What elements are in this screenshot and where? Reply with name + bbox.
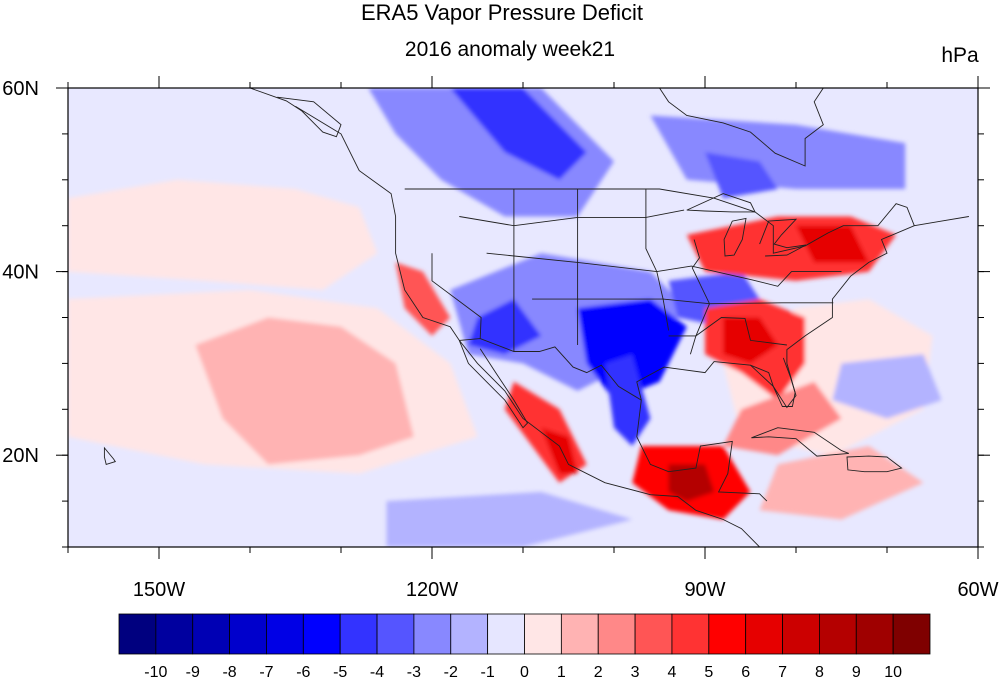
colorbar-label: -9 bbox=[186, 664, 200, 681]
units-label: hPa bbox=[941, 44, 979, 67]
colorbar-swatch bbox=[155, 613, 194, 655]
anomaly-region-npacific bbox=[68, 179, 378, 290]
colorbar-swatch bbox=[855, 613, 894, 655]
anomaly-region-pacific-high bbox=[195, 317, 414, 465]
colorbar-label: 0 bbox=[520, 664, 529, 681]
colorbar-label: -6 bbox=[296, 664, 310, 681]
lon-tick-label: 60W bbox=[957, 579, 998, 601]
colorbar-swatch bbox=[302, 613, 341, 655]
anomaly-region-caribbean-pink bbox=[759, 446, 924, 520]
colorbar-label: -4 bbox=[370, 664, 384, 681]
alaska-panhandle bbox=[249, 88, 342, 138]
lake-huron-erie bbox=[759, 218, 807, 257]
colorbar-label: 9 bbox=[852, 664, 861, 681]
lon-tick-label: 90W bbox=[684, 579, 725, 601]
colorbar-label: -7 bbox=[259, 664, 273, 681]
colorbar-label: 3 bbox=[631, 664, 640, 681]
anomaly-region-plains-core bbox=[577, 299, 687, 401]
anomaly-region-az bbox=[468, 299, 542, 355]
colorbar-label: -8 bbox=[222, 664, 236, 681]
colorbar-swatch bbox=[671, 613, 710, 655]
colorbar-swatch bbox=[560, 613, 599, 655]
colorbar-label: -1 bbox=[481, 664, 495, 681]
colorbar-label: -10 bbox=[144, 664, 167, 681]
state-line-miss bbox=[689, 239, 710, 355]
state-line-mid bbox=[486, 252, 842, 287]
colorbar-swatch bbox=[819, 613, 857, 655]
colorbar-swatch bbox=[450, 613, 489, 655]
lon-tick-label: 150W bbox=[133, 579, 185, 601]
lon-tick-label: 120W bbox=[406, 579, 458, 601]
colorbar-label: -5 bbox=[333, 664, 347, 681]
lat-tick-label: 60N bbox=[2, 78, 39, 100]
anomaly-region-tropical-east-pacific bbox=[386, 491, 633, 547]
state-line-south bbox=[532, 298, 834, 305]
state-line-north bbox=[459, 209, 685, 227]
hispaniola-outline bbox=[846, 455, 903, 473]
colorbar-swatch bbox=[487, 613, 525, 655]
anomaly-region-hudson bbox=[705, 152, 778, 199]
colorbar-label: 7 bbox=[778, 664, 787, 681]
colorbar-swatch bbox=[634, 613, 673, 655]
colorbar-label: -2 bbox=[444, 664, 458, 681]
anomaly-region-texas-strip bbox=[604, 354, 651, 446]
colorbar-label: 1 bbox=[557, 664, 566, 681]
lat-tick-label: 20N bbox=[2, 445, 39, 467]
colorbar-swatch bbox=[892, 613, 931, 655]
colorbar-label: -3 bbox=[407, 664, 421, 681]
colorbar-swatch bbox=[192, 613, 230, 655]
state-line-dixie bbox=[668, 317, 787, 346]
colorbar-swatch bbox=[524, 613, 562, 655]
colorbar-swatch bbox=[118, 613, 157, 655]
colorbar-label: 8 bbox=[815, 664, 824, 681]
colorbar-label: 10 bbox=[884, 664, 902, 681]
colorbar-label: 4 bbox=[667, 664, 676, 681]
colorbar-swatch bbox=[413, 613, 452, 655]
colorbar-swatch bbox=[782, 613, 820, 655]
coastline-baja bbox=[458, 340, 529, 429]
coastline-pacific bbox=[295, 106, 760, 547]
colorbar-swatch bbox=[597, 613, 636, 655]
colorbar-swatch bbox=[376, 613, 415, 655]
coastline-mexico-east bbox=[636, 400, 768, 502]
colorbar-swatch bbox=[745, 613, 783, 655]
state-line-ca-nv bbox=[431, 253, 482, 339]
colorbar-label: 5 bbox=[704, 664, 713, 681]
anomaly-region-atlantic-blue bbox=[832, 354, 942, 419]
border-us-mexico bbox=[459, 338, 642, 401]
anomaly-region-canada-core bbox=[450, 88, 587, 180]
anomaly-region-northeast-core bbox=[796, 225, 869, 263]
coastline-gulf bbox=[636, 216, 969, 409]
colorbar-swatch bbox=[339, 613, 378, 655]
map-subtitle: 2016 anomaly week21 bbox=[404, 38, 616, 61]
colorbar-swatch bbox=[229, 613, 267, 655]
colorbar-swatch bbox=[708, 613, 747, 655]
newfoundland-outline bbox=[984, 166, 1004, 209]
hudson-bay-south bbox=[659, 88, 824, 167]
anomaly-region-yucatan-core bbox=[668, 464, 715, 502]
colorbar-swatch bbox=[266, 613, 304, 655]
colorbar-label: 2 bbox=[594, 664, 603, 681]
colorbar-label: 6 bbox=[741, 664, 750, 681]
cuba-outline bbox=[751, 427, 849, 457]
lake-superior bbox=[686, 193, 756, 213]
map-title: ERA5 Vapor Pressure Deficit bbox=[360, 0, 644, 25]
lat-tick-label: 40N bbox=[2, 262, 39, 284]
florida-outline bbox=[750, 357, 796, 407]
anomaly-region-california bbox=[395, 262, 451, 336]
lake-michigan bbox=[723, 217, 747, 257]
hawaii-outline bbox=[103, 446, 117, 465]
